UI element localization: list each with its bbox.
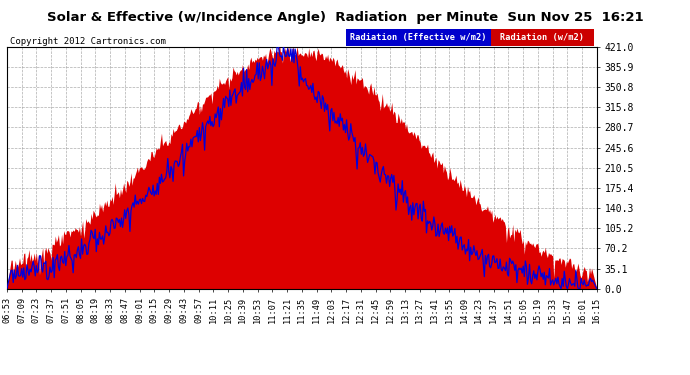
Text: Copyright 2012 Cartronics.com: Copyright 2012 Cartronics.com (10, 37, 166, 46)
Text: Radiation (Effective w/m2): Radiation (Effective w/m2) (350, 33, 486, 42)
Text: Radiation (w/m2): Radiation (w/m2) (500, 33, 584, 42)
Text: Solar & Effective (w/Incidence Angle)  Radiation  per Minute  Sun Nov 25  16:21: Solar & Effective (w/Incidence Angle) Ra… (47, 11, 643, 24)
Bar (491, 29, 594, 46)
Bar (346, 29, 491, 46)
